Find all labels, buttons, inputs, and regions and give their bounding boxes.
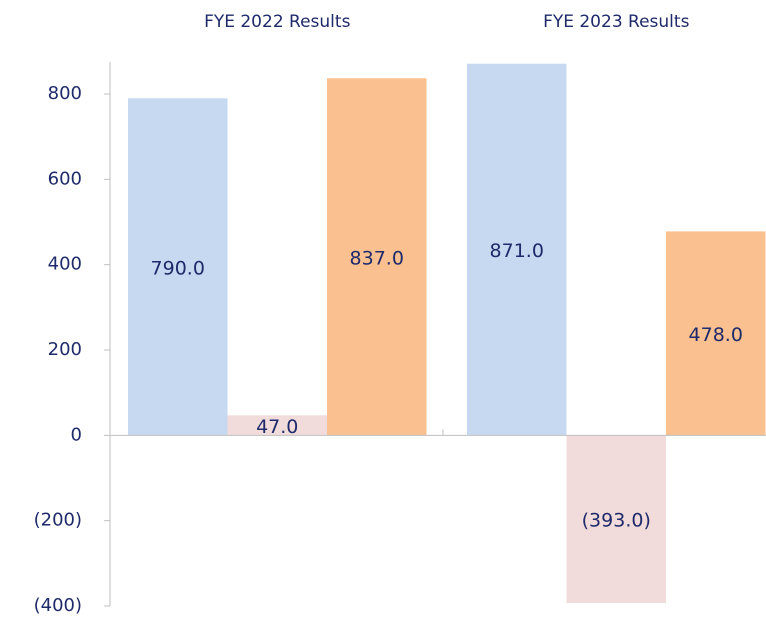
y-tick-label: 800 bbox=[48, 83, 82, 104]
y-tick-label: 400 bbox=[48, 254, 82, 275]
y-tick-label: 600 bbox=[48, 168, 82, 189]
y-tick-label: 200 bbox=[48, 339, 82, 360]
bar bbox=[227, 415, 327, 436]
value-label: 478.0 bbox=[689, 324, 743, 346]
value-label: 837.0 bbox=[350, 247, 404, 269]
bar bbox=[327, 78, 427, 436]
group-label: FYE 2022 Results bbox=[204, 12, 351, 32]
value-label: 871.0 bbox=[490, 240, 544, 262]
y-tick-label: 0 bbox=[71, 424, 82, 445]
bar bbox=[566, 435, 666, 604]
value-label: 790.0 bbox=[151, 257, 205, 279]
bar bbox=[467, 63, 567, 436]
y-tick-label: (400) bbox=[34, 595, 82, 616]
y-tick-label: (200) bbox=[34, 510, 82, 531]
bar bbox=[128, 98, 228, 436]
group-label: FYE 2023 Results bbox=[543, 12, 690, 32]
value-label: (393.0) bbox=[582, 510, 651, 532]
bar bbox=[666, 231, 766, 436]
value-label: 47.0 bbox=[256, 416, 298, 438]
